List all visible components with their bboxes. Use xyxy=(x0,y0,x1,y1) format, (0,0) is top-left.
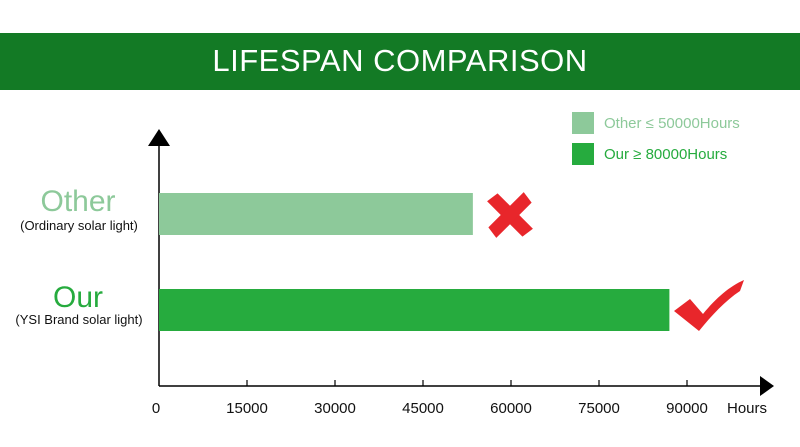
legend-swatch-other xyxy=(572,112,594,134)
bar-our xyxy=(159,289,670,331)
x-tick-label-60000: 60000 xyxy=(490,400,532,417)
x-tick-label-90000: 90000 xyxy=(666,400,708,417)
legend-label-other: Other ≤ 50000Hours xyxy=(604,114,740,132)
category-subtitle-other: (Ordinary solar light) xyxy=(20,218,138,233)
x-tick-label-15000: 15000 xyxy=(226,400,268,417)
legend-item-our: Our ≥ 80000Hours xyxy=(572,143,727,165)
bar-other xyxy=(159,193,473,235)
x-tick-label-75000: 75000 xyxy=(578,400,620,417)
y-axis-arrow-icon xyxy=(148,129,170,146)
title-banner: LIFESPAN COMPARISON xyxy=(0,33,800,90)
x-tick-label-30000: 30000 xyxy=(314,400,356,417)
category-label-our: Our xyxy=(52,281,103,314)
x-axis-label: Hours xyxy=(727,400,767,417)
legend-swatch-our xyxy=(572,143,594,165)
legend-item-other: Other ≤ 50000Hours xyxy=(572,112,740,134)
x-tick-label-45000: 45000 xyxy=(402,400,444,417)
chart-title: LIFESPAN COMPARISON xyxy=(212,43,588,78)
category-subtitle-our: (YSI Brand solar light) xyxy=(15,312,143,327)
x-tick-label-0: 0 xyxy=(152,400,160,417)
cross-icon xyxy=(487,192,533,238)
category-label-other: Other xyxy=(40,185,116,218)
check-icon xyxy=(674,280,744,331)
x-axis-arrow-icon xyxy=(760,376,774,396)
legend-label-our: Our ≥ 80000Hours xyxy=(604,145,728,163)
